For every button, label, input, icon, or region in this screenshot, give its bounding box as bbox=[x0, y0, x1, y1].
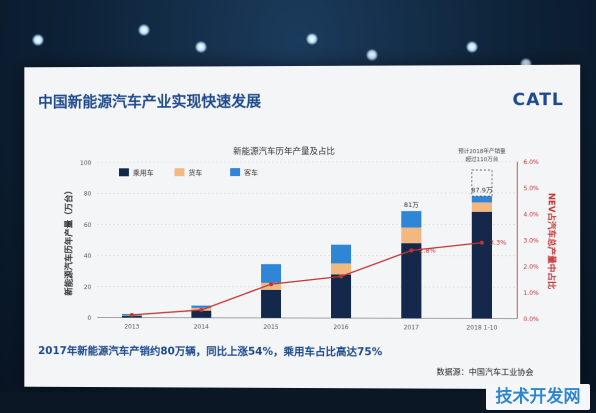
x-tick-label: 2016 bbox=[333, 324, 348, 331]
legend-swatch bbox=[230, 168, 240, 176]
forecast-annotation-line2: 超过110万台 bbox=[466, 155, 499, 163]
y2-tick-label: 4.0% bbox=[523, 211, 539, 218]
x-tick-label: 2018 1-10 bbox=[466, 324, 497, 331]
x-tick-label: 2013 bbox=[124, 323, 139, 330]
data-source: 数据源：中国汽车工业协会 bbox=[436, 367, 533, 378]
production-chart: 新能源汽车历年产量及占比 新能源汽车历年产量（万台） NEV占汽车总产量中占比 … bbox=[24, 65, 580, 390]
bar-segment bbox=[331, 245, 351, 264]
x-tick-label: 2014 bbox=[194, 324, 209, 331]
y2-tick-label: 1.0% bbox=[523, 290, 539, 297]
presentation-screen: 中国新能源汽车产业实现快速发展 CATL 新能源汽车历年产量及占比 新能源汽车历… bbox=[24, 65, 580, 390]
bar-segment bbox=[401, 228, 421, 244]
x-tick-label: 2017 bbox=[404, 324, 420, 331]
bar-segment bbox=[401, 211, 421, 227]
data-label: 2.8% bbox=[419, 246, 436, 254]
bar-segment bbox=[472, 196, 492, 202]
site-watermark: 技术开发网 bbox=[486, 384, 590, 410]
share-point bbox=[130, 313, 134, 317]
stage-light bbox=[195, 41, 207, 53]
share-point bbox=[339, 274, 343, 278]
share-point bbox=[269, 282, 273, 286]
bar-segment bbox=[331, 274, 351, 318]
stage-light bbox=[306, 33, 318, 45]
y2-tick-label: 6.0% bbox=[523, 159, 539, 166]
y-axis-title: 新能源汽车历年产量（万台） bbox=[64, 186, 74, 296]
x-axis-line bbox=[97, 317, 517, 318]
gridline bbox=[97, 162, 517, 163]
y2-axis-title: NEV占汽车总产量中占比 bbox=[547, 193, 557, 290]
bar-segment bbox=[472, 202, 492, 211]
y2-tick-label: 0.0% bbox=[523, 316, 539, 323]
y-tick-label: 40 bbox=[84, 253, 92, 260]
share-point bbox=[409, 248, 413, 252]
bar-segment bbox=[331, 263, 351, 274]
share-point bbox=[480, 241, 484, 245]
footer-note: 2017年新能源汽车产销约80万辆，同比上涨54%，乘用车占比高达75% bbox=[38, 343, 382, 359]
x-tick-label: 2015 bbox=[263, 324, 278, 331]
legend-label: 客车 bbox=[244, 168, 258, 177]
bar-segment bbox=[472, 212, 492, 319]
bar-segment bbox=[261, 290, 281, 318]
y-tick-label: 100 bbox=[80, 160, 91, 167]
chart-title: 新能源汽车历年产量及占比 bbox=[233, 146, 335, 156]
y-tick-label: 60 bbox=[84, 222, 92, 229]
forecast-annotation-line1: 预计2018年产销量 bbox=[458, 147, 506, 155]
stage-light bbox=[138, 24, 150, 36]
data-label: 87.9万 bbox=[471, 186, 493, 194]
stage-light bbox=[466, 41, 478, 53]
legend-label: 货车 bbox=[188, 168, 202, 177]
bar-segment bbox=[261, 264, 281, 283]
legend-swatch bbox=[119, 168, 129, 176]
data-label: 3.3% bbox=[490, 239, 507, 247]
gridline bbox=[97, 286, 517, 287]
data-label: 81万 bbox=[404, 201, 419, 209]
stage-light bbox=[366, 49, 378, 61]
y-tick-label: 80 bbox=[84, 191, 92, 198]
y2-tick-label: 2.0% bbox=[523, 264, 539, 271]
stage-light bbox=[32, 34, 44, 46]
y-tick-label: 0 bbox=[88, 315, 92, 322]
legend-label: 乘用车 bbox=[133, 168, 154, 177]
y-tick-label: 20 bbox=[84, 284, 92, 291]
y2-tick-label: 3.0% bbox=[523, 238, 539, 245]
legend-swatch bbox=[175, 168, 185, 176]
share-point bbox=[199, 308, 203, 312]
y2-tick-label: 5.0% bbox=[523, 185, 539, 192]
